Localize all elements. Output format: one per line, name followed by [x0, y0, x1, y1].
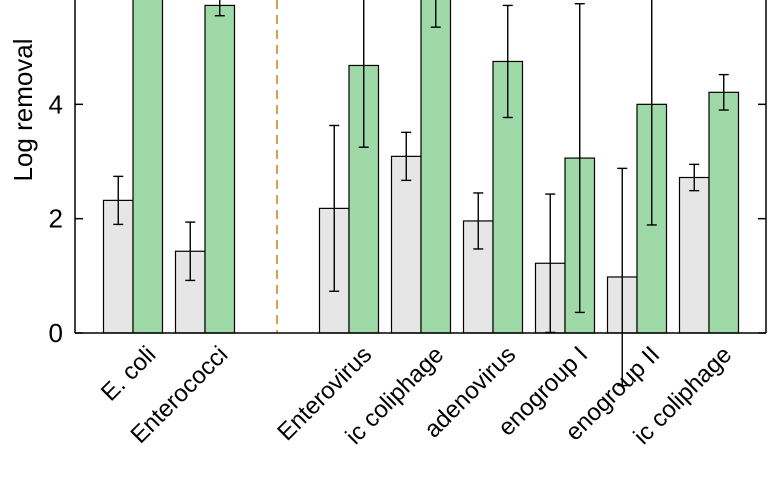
error-bar — [329, 124, 340, 292]
error-bar — [185, 221, 196, 282]
error-bar — [718, 73, 729, 111]
x-tick-label: E. coli — [96, 341, 161, 406]
y-tick-label: 2 — [49, 204, 63, 234]
y-tick-label: 0 — [49, 318, 63, 348]
bar — [390, 155, 422, 334]
bar — [708, 91, 740, 334]
error-bar — [214, 0, 225, 17]
y-tick-label: 6 — [49, 0, 63, 5]
y-tick-label: 4 — [49, 89, 63, 119]
bar — [204, 4, 236, 334]
y-axis-label: Log removal — [8, 38, 38, 181]
error-bar — [689, 163, 700, 192]
error-bar — [430, 0, 441, 28]
error-bar — [617, 167, 628, 387]
bar — [420, 0, 452, 334]
error-bar — [574, 3, 585, 314]
bar — [132, 0, 164, 334]
bar — [678, 176, 710, 334]
error-bar — [113, 175, 124, 226]
error-bar — [358, 0, 369, 148]
error-bar — [646, 0, 657, 226]
error-bar — [473, 192, 484, 250]
error-bar — [502, 4, 513, 119]
error-bar — [401, 131, 412, 182]
